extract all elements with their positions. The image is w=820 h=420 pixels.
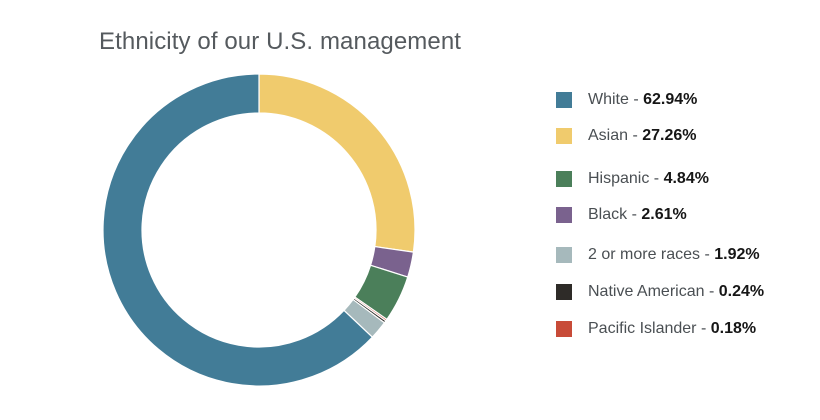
legend-category: Asian	[588, 127, 629, 144]
legend-label: Hispanic - 4.84%	[588, 170, 709, 188]
donut-slice-white	[102, 73, 373, 387]
legend-separator: -	[704, 283, 719, 300]
legend-label: 2 or more races - 1.92%	[588, 246, 760, 264]
legend-value: 0.24%	[718, 283, 765, 300]
legend-swatch	[556, 247, 572, 263]
legend-category: Native American	[588, 283, 705, 300]
legend-separator: -	[627, 206, 642, 223]
legend-value: 0.18%	[710, 320, 757, 337]
legend-value: 27.26%	[642, 127, 697, 144]
chart-legend: White - 62.94% Asian - 27.26% Hispanic - 4…	[556, 0, 816, 420]
legend-item-pacific-islander: Pacific Islander - 0.18%	[556, 318, 756, 340]
legend-separator: -	[628, 91, 644, 108]
legend-category: 2 or more races	[588, 246, 701, 263]
legend-swatch	[556, 128, 572, 144]
legend-item-black: Black - 2.61%	[556, 204, 687, 226]
legend-label: White - 62.94%	[588, 91, 697, 109]
legend-label: Black - 2.61%	[588, 206, 687, 224]
legend-swatch	[556, 284, 572, 300]
legend-value: 2.61%	[641, 206, 687, 223]
legend-value: 4.84%	[663, 170, 709, 187]
legend-swatch	[556, 321, 572, 337]
legend-swatch	[556, 92, 572, 108]
legend-value: 62.94%	[643, 91, 698, 108]
legend-item-native-american: Native American - 0.24%	[556, 281, 764, 303]
legend-swatch	[556, 171, 572, 187]
donut-chart	[102, 73, 416, 387]
legend-category: Black	[588, 206, 628, 223]
legend-separator: -	[696, 320, 711, 337]
donut-slice-asian	[258, 73, 416, 253]
legend-value: 1.92%	[714, 246, 760, 263]
legend-category: Pacific Islander	[588, 320, 697, 337]
legend-item-2-or-more-races: 2 or more races - 1.92%	[556, 244, 760, 266]
legend-label: Asian - 27.26%	[588, 127, 697, 145]
legend-label: Native American - 0.24%	[588, 283, 764, 301]
legend-separator: -	[700, 246, 715, 263]
legend-separator: -	[628, 127, 643, 144]
chart-title: Ethnicity of our U.S. management	[99, 28, 462, 55]
legend-swatch	[556, 207, 572, 223]
legend-label: Pacific Islander - 0.18%	[588, 320, 756, 338]
legend-item-asian: Asian - 27.26%	[556, 125, 697, 147]
legend-category: White	[588, 91, 629, 108]
legend-item-hispanic: Hispanic - 4.84%	[556, 168, 709, 190]
legend-category: Hispanic	[588, 170, 650, 187]
legend-separator: -	[649, 170, 664, 187]
legend-item-white: White - 62.94%	[556, 89, 697, 111]
